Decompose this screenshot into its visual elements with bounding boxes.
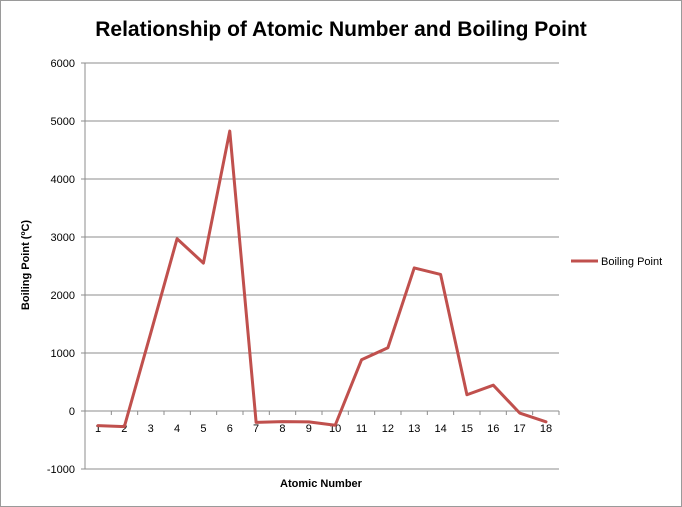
y-tick-label: 4000 xyxy=(51,174,75,186)
x-tick-label: 16 xyxy=(487,423,499,435)
series-group xyxy=(96,129,548,429)
y-tick-label: 6000 xyxy=(51,58,75,70)
chart-title: Relationship of Atomic Number and Boilin… xyxy=(95,18,587,41)
x-tick-label: 2 xyxy=(121,423,127,435)
x-tick-label: 12 xyxy=(382,423,394,435)
x-tick-label: 3 xyxy=(148,423,154,435)
x-tick-label: 15 xyxy=(461,423,473,435)
y-tick-label: 1000 xyxy=(51,348,75,360)
axes xyxy=(84,63,559,469)
y-axis-tick-labels: -1000 0 1000 2000 3000 4000 5000 6000 xyxy=(47,58,85,476)
y-tick-label: 2000 xyxy=(51,290,75,302)
x-tick-label: 13 xyxy=(408,423,420,435)
x-axis-title: Atomic Number xyxy=(280,478,363,490)
x-tick-label: 11 xyxy=(356,423,367,435)
series-line-boiling-point xyxy=(96,129,548,429)
y-tick-label: 3000 xyxy=(51,232,75,244)
y-tick-label: -1000 xyxy=(47,464,75,476)
x-tick-label: 14 xyxy=(434,423,446,435)
y-tick-label: 5000 xyxy=(51,116,75,128)
x-tick-label: 7 xyxy=(253,423,259,435)
x-tick-label: 18 xyxy=(540,423,552,435)
x-tick-label: 17 xyxy=(514,423,526,435)
x-tick-label: 8 xyxy=(279,423,285,435)
gridlines xyxy=(85,62,559,470)
y-axis-title: Boiling Point (ºC) xyxy=(20,220,32,311)
x-tick-label: 1 xyxy=(95,423,101,435)
x-tick-label: 9 xyxy=(306,423,312,435)
x-tick-label: 5 xyxy=(200,423,206,435)
x-tick-label: 6 xyxy=(227,423,233,435)
legend-label-boiling-point: Boiling Point xyxy=(601,256,662,268)
y-tick-label: 0 xyxy=(69,406,75,418)
x-axis-tick-labels: 1 2 3 4 5 6 7 8 9 10 11 12 13 14 15 16 17 18 xyxy=(84,411,560,435)
legend: Boiling Point xyxy=(571,256,662,268)
x-tick-label: 4 xyxy=(174,423,180,435)
